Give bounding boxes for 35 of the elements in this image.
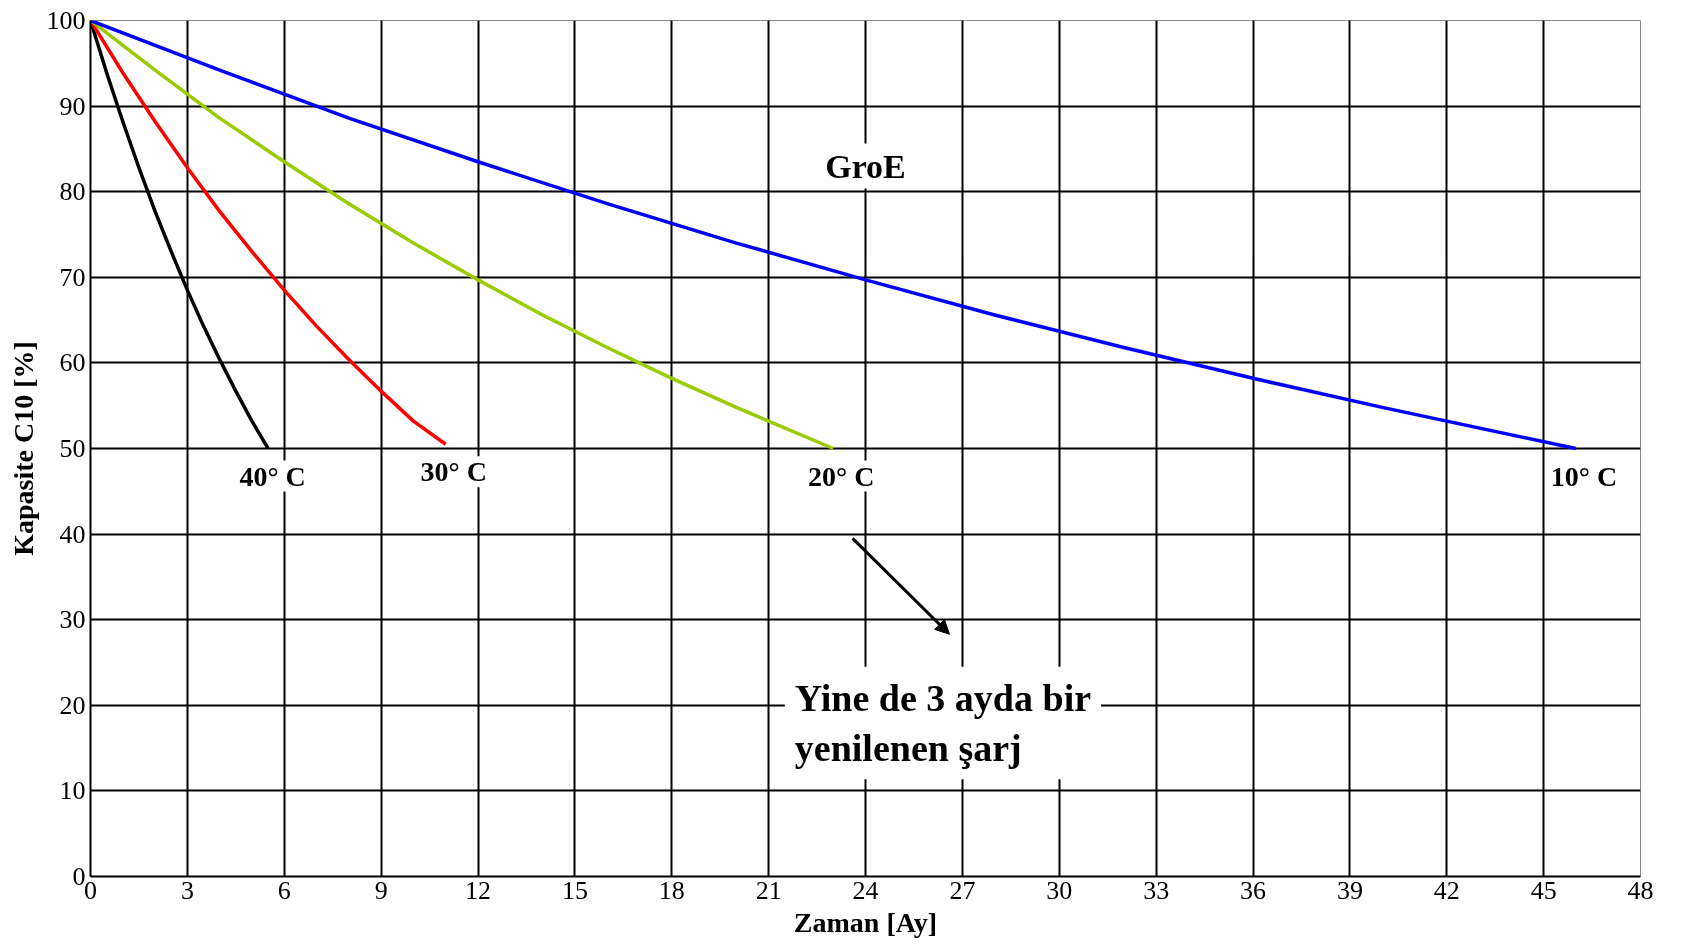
x-tick-label: 30 — [1046, 875, 1073, 905]
x-tick-label: 3 — [180, 875, 194, 905]
x-tick-label: 21 — [755, 875, 782, 905]
series-label: 30° C — [420, 456, 487, 488]
x-axis-title: Zaman [Ay] — [793, 906, 938, 938]
x-tick-label: 42 — [1433, 875, 1460, 905]
y-tick-label: 50 — [59, 434, 86, 463]
x-tick-label: 39 — [1336, 875, 1363, 905]
series-label: 40° C — [239, 460, 306, 492]
x-tick-label: 27 — [949, 875, 976, 905]
y-axis-title: Kapasite C10 [%] — [7, 341, 39, 556]
y-tick-label: 40 — [59, 519, 86, 549]
x-tick-label: 45 — [1530, 875, 1557, 905]
y-tick-label: 10 — [59, 776, 86, 806]
x-tick-label: 12 — [465, 875, 491, 905]
y-tick-label: 100 — [46, 6, 86, 35]
series-label: 20° C — [808, 460, 875, 492]
annotation: GroE — [825, 147, 906, 185]
y-tick-label: 80 — [59, 177, 86, 207]
y-tick-label: 70 — [59, 262, 86, 292]
x-tick-label: 6 — [277, 875, 291, 905]
y-tick-label: 60 — [59, 348, 86, 378]
x-tick-label: 24 — [852, 875, 879, 905]
series-label: 10° C — [1550, 460, 1618, 492]
y-tick-label: 30 — [59, 605, 86, 635]
line-series — [90, 20, 1578, 451]
x-tick-label: 33 — [1143, 875, 1170, 905]
x-tick-label: 48 — [1627, 875, 1654, 905]
annotation: Yine de 3 ayda bir yenilenen şarj — [794, 676, 1092, 770]
y-tick-label: 20 — [59, 690, 86, 720]
x-tick-label: 15 — [561, 875, 588, 905]
x-tick-label: 9 — [374, 875, 388, 905]
y-tick-label: 90 — [59, 91, 86, 121]
x-tick-label: 36 — [1240, 875, 1266, 905]
x-tick-label: 18 — [658, 875, 685, 905]
